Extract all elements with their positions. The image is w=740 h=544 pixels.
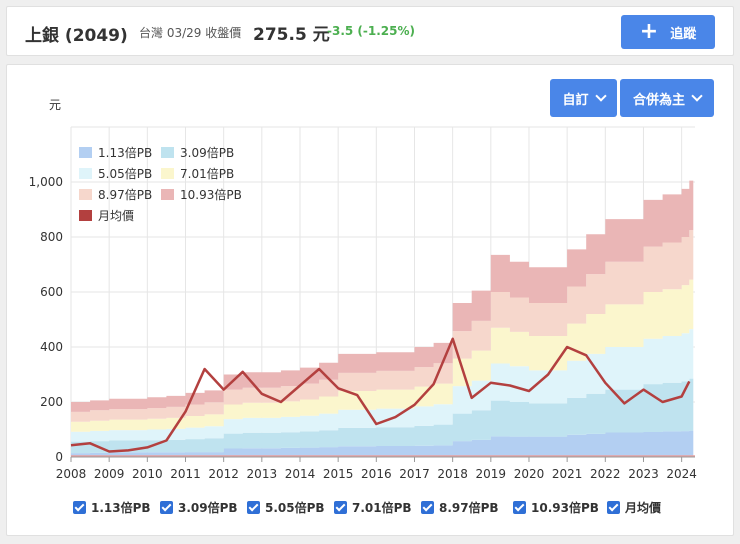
merge-dropdown[interactable]: 合併為主 (620, 79, 714, 117)
legend-label: 3.09倍PB (180, 145, 234, 160)
y-unit-label: 元 (49, 98, 61, 112)
x-tick-label: 2016 (361, 467, 392, 481)
price-change: -3.5 (-1.25%) (327, 24, 415, 38)
chart-panel: 自訂 合併為主 0 200 400 600 800 1,000 元 2008 2009 2010 2… (6, 64, 734, 536)
legend-swatch (79, 189, 92, 200)
x-tick-label: 2014 (285, 467, 316, 481)
merge-label: 合併為主 (632, 92, 685, 108)
stock-price: 275.5 元 (253, 25, 330, 45)
legend-toggle-2[interactable]: 5.05倍PB (247, 499, 325, 516)
y-tick-label: 400 (40, 340, 63, 354)
x-tick-label: 2009 (94, 467, 125, 481)
x-tick-label: 2023 (628, 467, 659, 481)
checkbox-icon[interactable] (247, 501, 260, 514)
y-tick-label: 800 (40, 230, 63, 244)
band-b5 (71, 230, 694, 422)
legend-toggle-3[interactable]: 7.01倍PB (334, 499, 412, 516)
legend-toggle-4[interactable]: 8.97倍PB (421, 499, 499, 516)
legend-toggle-6[interactable]: 月均價 (607, 499, 661, 516)
checkbox-icon[interactable] (421, 501, 434, 514)
y-tick-label: 600 (40, 285, 63, 299)
x-tick-label: 2022 (590, 467, 621, 481)
legend-label: 8.97倍PB (98, 187, 152, 202)
x-tick-label: 2018 (437, 467, 468, 481)
x-tick-label: 2012 (208, 467, 239, 481)
header-bar: 上銀 (2049) 台灣 03/29 收盤價 275.5 元 -3.5 (-1.… (6, 6, 734, 56)
legend-swatch (79, 168, 92, 179)
checkbox-icon[interactable] (334, 501, 347, 514)
legend-swatch (161, 189, 174, 200)
band-b3 (71, 329, 694, 442)
market-info: 台灣 03/29 收盤價 (139, 26, 242, 40)
x-tick-label: 2021 (552, 467, 583, 481)
legend-label: 5.05倍PB (98, 166, 152, 181)
band-b2 (71, 378, 694, 454)
custom-dropdown[interactable]: 自訂 (550, 79, 617, 117)
checkbox-icon[interactable] (607, 501, 620, 514)
legend-label: 10.93倍PB (180, 187, 242, 202)
legend-toggle-label: 7.01倍PB (352, 501, 412, 515)
y-tick-label: 0 (55, 450, 63, 464)
legend-swatch (161, 147, 174, 158)
monthly-price-line (70, 337, 691, 453)
y-tick-label: 1,000 (29, 175, 63, 189)
x-tick-label: 2011 (170, 467, 201, 481)
band-b1 (71, 430, 694, 457)
x-tick-label: 2020 (514, 467, 545, 481)
legend-toggle-1[interactable]: 3.09倍PB (160, 499, 238, 516)
x-tick-label: 2024 (666, 467, 697, 481)
x-tick-label: 2010 (132, 467, 163, 481)
legend-toggle-5[interactable]: 10.93倍PB (513, 499, 599, 516)
legend-swatch (79, 210, 92, 221)
checkbox-icon[interactable] (73, 501, 86, 514)
x-tick-label: 2008 (56, 467, 87, 481)
legend-toggle-label: 10.93倍PB (531, 501, 599, 515)
legend-swatch (161, 168, 174, 179)
legend-swatch (79, 147, 92, 158)
legend-toggle-label: 5.05倍PB (265, 501, 325, 515)
legend-label: 1.13倍PB (98, 145, 152, 160)
legend-toggle-label: 1.13倍PB (91, 501, 151, 515)
legend-toggle-label: 3.09倍PB (178, 501, 238, 515)
legend-label: 7.01倍PB (180, 166, 234, 181)
x-tick-label: 2015 (323, 467, 354, 481)
legend-toggle-label: 8.97倍PB (439, 501, 499, 515)
track-label: 追蹤 (670, 26, 697, 42)
plus-icon: + (639, 19, 659, 44)
x-tick-label: 2019 (476, 467, 507, 481)
x-tick-label: 2013 (247, 467, 278, 481)
legend-toggle-label: 月均價 (625, 501, 662, 515)
legend-label: 月均價 (98, 209, 134, 223)
stock-title: 上銀 (2049) (25, 26, 128, 46)
pb-river-chart: 0 200 400 600 800 1,000 元 2008 2009 2010 2011 2012 2… (29, 98, 697, 481)
band-b4 (71, 279, 694, 432)
y-tick-label: 200 (40, 395, 63, 409)
checkbox-icon[interactable] (160, 501, 173, 514)
checkbox-icon[interactable] (513, 501, 526, 514)
custom-label: 自訂 (562, 92, 589, 108)
track-button[interactable]: + 追蹤 (621, 15, 715, 49)
legend-toggle-0[interactable]: 1.13倍PB (73, 499, 151, 516)
x-tick-label: 2017 (399, 467, 430, 481)
band-b6 (71, 180, 694, 412)
